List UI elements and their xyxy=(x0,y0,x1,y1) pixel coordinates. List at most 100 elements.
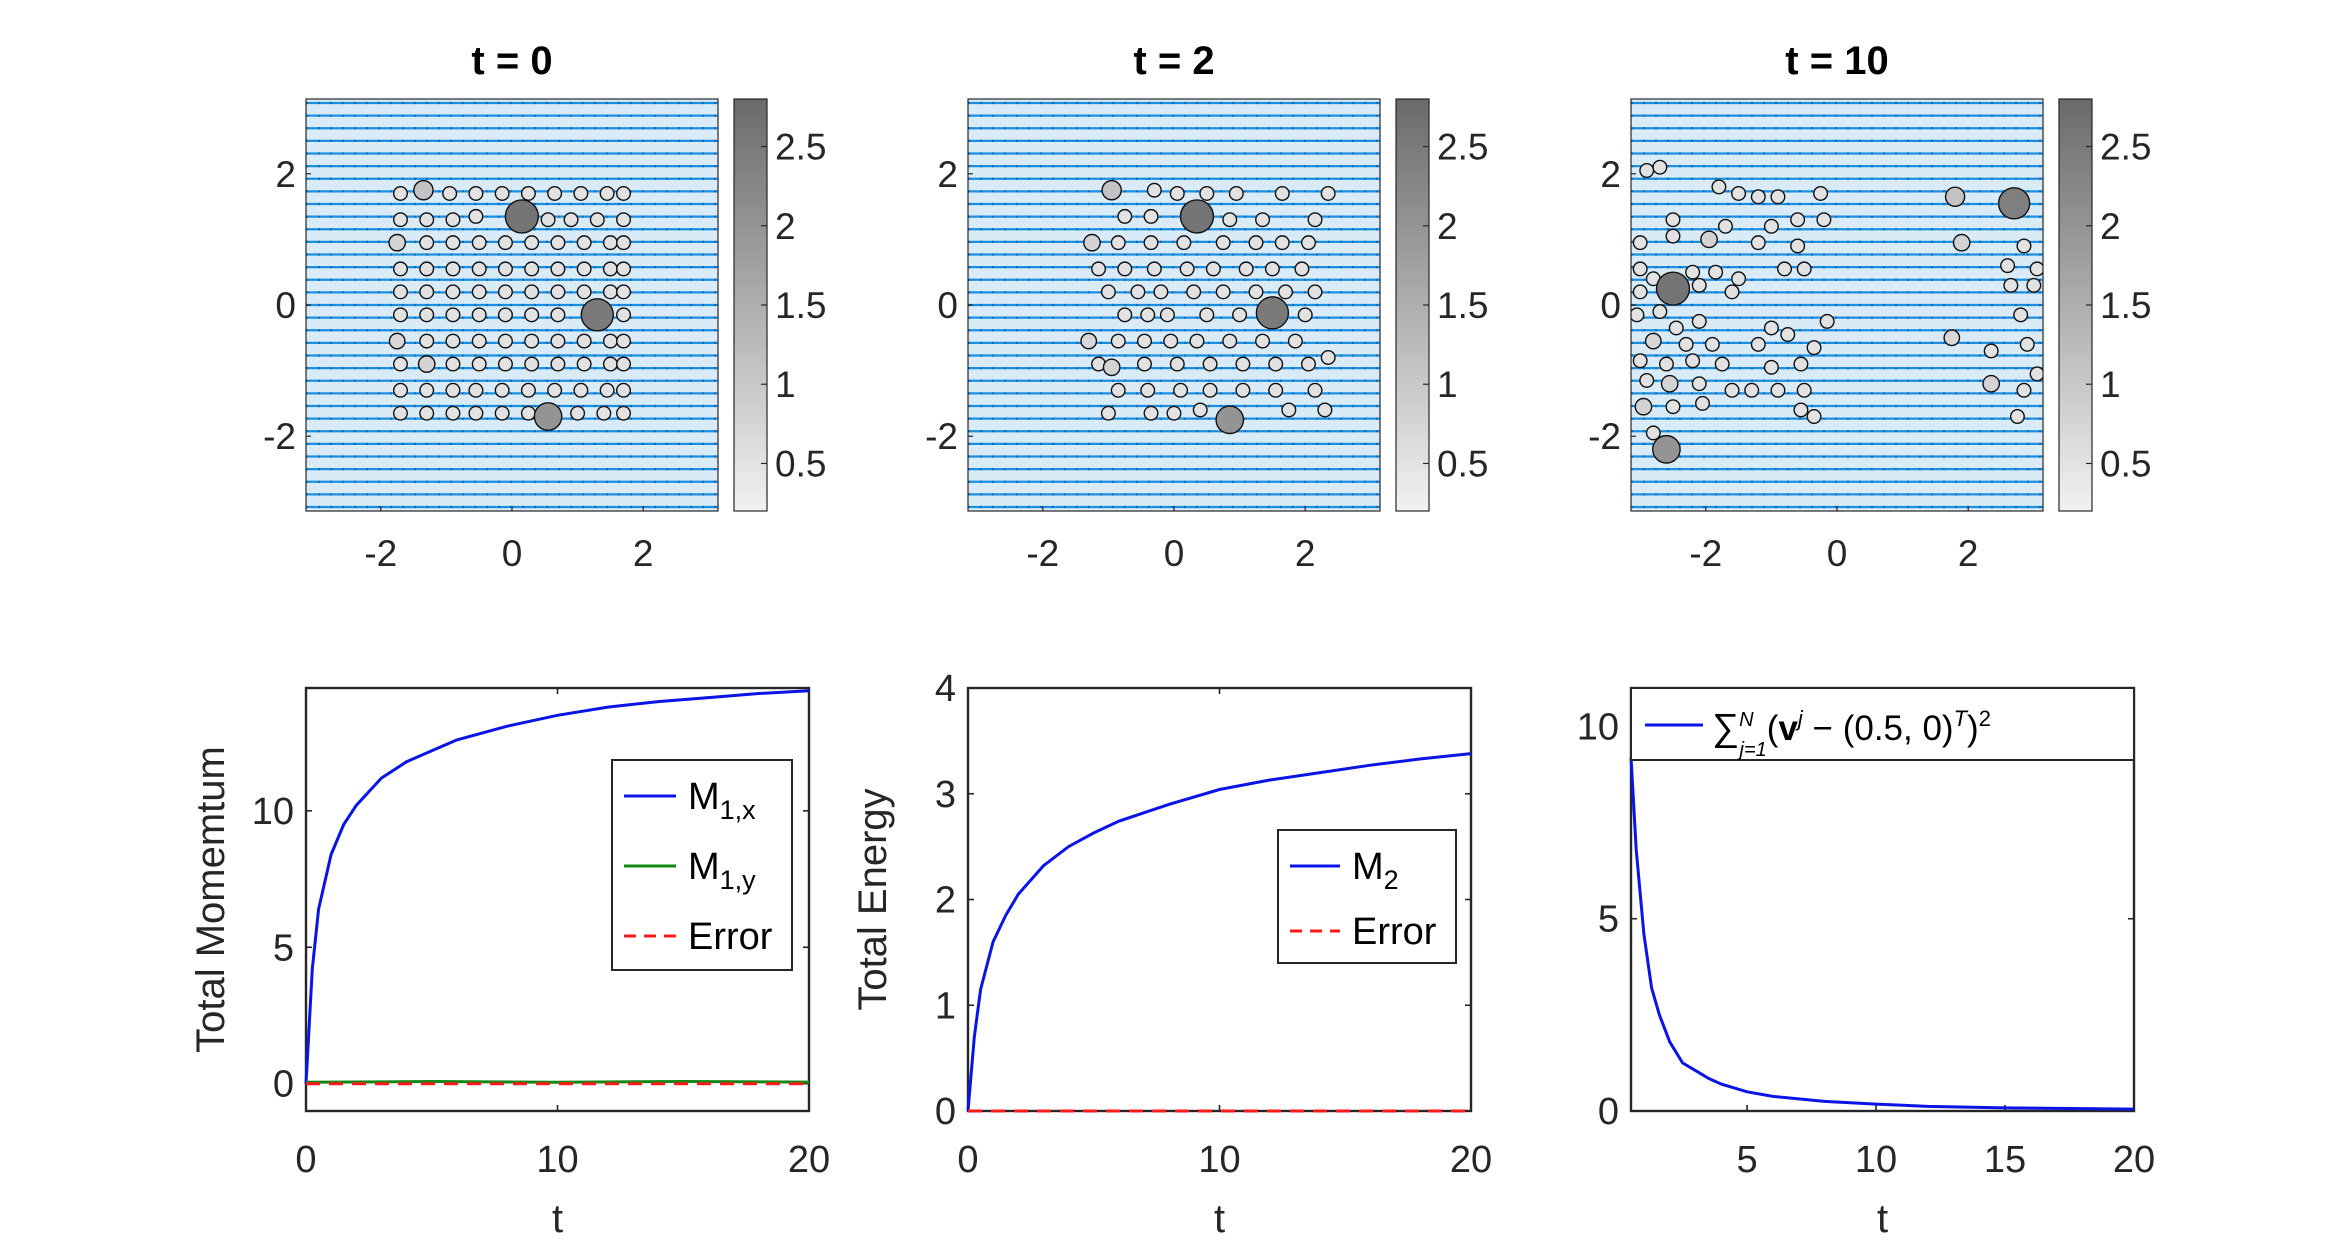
particle xyxy=(1317,402,1333,418)
particle xyxy=(1750,235,1766,251)
x-axis-label: t xyxy=(552,1197,563,1240)
particle xyxy=(1813,185,1829,201)
particle xyxy=(524,333,540,349)
particle xyxy=(1731,185,1747,201)
particle xyxy=(563,212,579,228)
particle xyxy=(1281,402,1297,418)
particle xyxy=(520,405,536,421)
particle xyxy=(547,185,563,201)
particle xyxy=(599,185,615,201)
particle xyxy=(2016,382,2032,398)
legend: M1,x M1,y Error xyxy=(611,759,793,971)
particle xyxy=(1750,189,1766,205)
particle xyxy=(616,185,632,201)
particle xyxy=(1300,356,1316,372)
particle xyxy=(1652,159,1668,175)
particle xyxy=(1763,320,1779,336)
particle xyxy=(616,261,632,277)
x-tick-label: -2 xyxy=(1689,533,1722,574)
particle xyxy=(1652,304,1668,320)
legend-label: M1,x xyxy=(688,776,756,825)
particle xyxy=(1159,307,1175,323)
particle xyxy=(1166,405,1182,421)
y-tick-label: 1 xyxy=(935,985,956,1027)
particle xyxy=(1202,356,1218,372)
particle xyxy=(494,405,510,421)
particle xyxy=(573,382,589,398)
particle xyxy=(445,333,461,349)
particle xyxy=(1215,235,1231,251)
particle xyxy=(1816,212,1832,228)
series-line xyxy=(1629,757,2135,1111)
particle xyxy=(471,261,487,277)
y-tick-label: 10 xyxy=(1577,706,1619,748)
particle xyxy=(1770,382,1786,398)
particle xyxy=(1750,336,1766,352)
particle xyxy=(616,333,632,349)
particle xyxy=(1660,374,1679,393)
legend-label: Error xyxy=(688,916,773,958)
particle xyxy=(576,235,592,251)
colorbar-tick-label: 0.5 xyxy=(2100,443,2151,484)
particle xyxy=(550,235,566,251)
particle xyxy=(576,333,592,349)
particle xyxy=(1639,163,1655,179)
particle xyxy=(1300,235,1316,251)
particle xyxy=(392,185,408,201)
particle xyxy=(1264,261,1280,277)
particle xyxy=(1110,333,1126,349)
x-tick-label: 10 xyxy=(1198,1139,1240,1181)
particle xyxy=(550,307,566,323)
particle xyxy=(1169,356,1185,372)
particle xyxy=(599,382,615,398)
particle xyxy=(1136,333,1152,349)
particle xyxy=(1320,349,1336,365)
particle xyxy=(1297,307,1313,323)
particle xyxy=(497,333,513,349)
particle xyxy=(1235,356,1251,372)
chart-title: t = 10 xyxy=(1785,39,1888,83)
particle xyxy=(1819,313,1835,329)
particle xyxy=(1645,425,1661,441)
particle xyxy=(497,284,513,300)
y-tick-label: 10 xyxy=(252,791,294,833)
y-tick-label: 0 xyxy=(935,1091,956,1133)
particle xyxy=(1080,332,1098,350)
x-axis-label: t xyxy=(1214,1197,1225,1240)
particle xyxy=(392,307,408,323)
particle xyxy=(468,208,484,224)
y-tick-label: 2 xyxy=(935,880,956,922)
particle xyxy=(573,185,589,201)
particle xyxy=(1179,261,1195,277)
particle xyxy=(520,185,536,201)
particle xyxy=(504,199,540,234)
particle xyxy=(2016,238,2032,254)
particle xyxy=(1780,327,1796,343)
y-tick-label: 0 xyxy=(1600,285,1621,326)
particle xyxy=(1793,356,1809,372)
particle xyxy=(1238,261,1254,277)
y-tick-label: 2 xyxy=(1600,154,1621,195)
particle xyxy=(1982,374,2001,393)
particle xyxy=(589,212,605,228)
particle xyxy=(1186,284,1202,300)
x-tick-label: 0 xyxy=(502,533,523,574)
particle xyxy=(471,307,487,323)
particle xyxy=(1695,395,1711,411)
particle xyxy=(1189,333,1205,349)
particle xyxy=(1724,382,1740,398)
particle xyxy=(1268,382,1284,398)
particle xyxy=(1100,284,1116,300)
legend: M2 Error xyxy=(1277,829,1457,964)
particle xyxy=(1770,189,1786,205)
particle xyxy=(1691,376,1707,392)
particle xyxy=(1153,284,1169,300)
particle xyxy=(1205,261,1221,277)
x-tick-label: 20 xyxy=(1450,1139,1492,1181)
colorbar-tick-label: 2.5 xyxy=(775,127,826,168)
particle xyxy=(1294,261,1310,277)
particle xyxy=(1790,238,1806,254)
particle xyxy=(580,298,614,332)
particle xyxy=(1983,343,1999,359)
particle xyxy=(596,405,612,421)
